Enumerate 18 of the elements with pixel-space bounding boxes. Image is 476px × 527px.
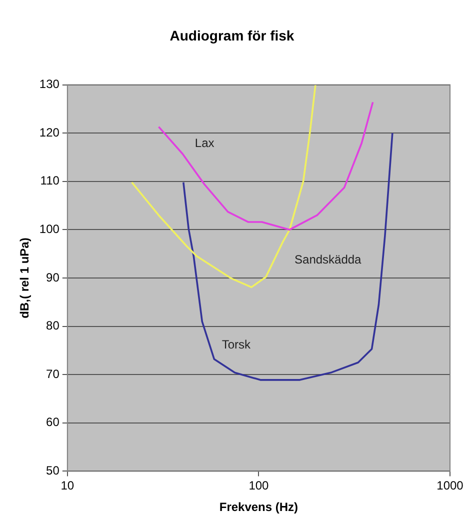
x-tick-label: 10	[60, 478, 74, 493]
chart-title: Audiogram för fisk	[170, 27, 294, 44]
x-tick-label: 1000	[436, 478, 464, 493]
x-tick-label: 100	[248, 478, 270, 493]
y-tick-label: 110	[40, 174, 60, 188]
y-tick-label: 120	[39, 125, 60, 140]
y-tick-label: 130	[39, 77, 60, 92]
y-tick-label: 60	[46, 415, 60, 430]
y-tick-label: 70	[46, 366, 60, 381]
series-label: Lax	[194, 136, 214, 150]
x-axis-title: Frekvens (Hz)	[219, 500, 298, 514]
series-label: Sandskädda	[294, 252, 362, 266]
y-axis-title: dB,( rel 1 uPa)	[18, 238, 32, 318]
y-tick-label: 80	[46, 318, 60, 333]
y-tick-label: 100	[39, 222, 60, 236]
series-label: Torsk	[222, 337, 252, 352]
y-tick-label: 50	[46, 464, 60, 478]
y-tick-label: 90	[46, 270, 60, 284]
